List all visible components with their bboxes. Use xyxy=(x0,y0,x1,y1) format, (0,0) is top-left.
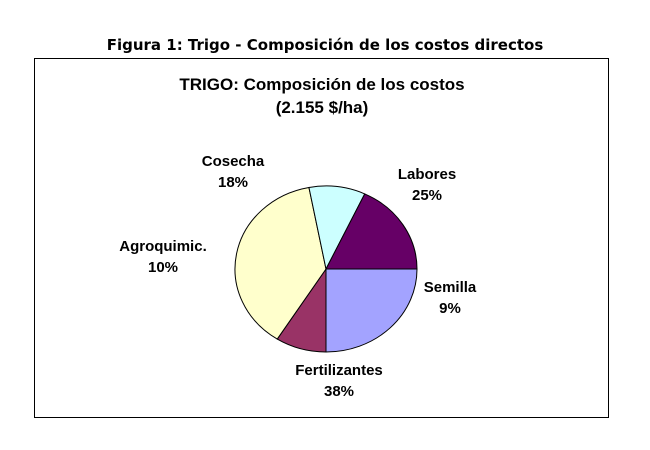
slice-label: Agroquimic. xyxy=(119,238,207,255)
slice-label: Semilla xyxy=(424,279,477,296)
pie-slice-fertilizantes xyxy=(234,186,327,340)
figure-caption: Figura 1: Trigo - Composición de los cos… xyxy=(106,36,544,54)
slice-percent-label: 18% xyxy=(218,174,248,191)
pie-slice-labores xyxy=(325,268,418,353)
slice-label: Cosecha xyxy=(202,153,265,170)
chart-title: TRIGO: Composición de los costos xyxy=(179,75,464,94)
pie-chart: TRIGO: Composición de los costos (2.155 … xyxy=(119,75,477,400)
pie-slice-cosecha xyxy=(325,193,418,270)
slice-label: Labores xyxy=(398,166,456,183)
pie-labels: Labores 25% Semilla 9% Fertilizantes 38% Agroq… xyxy=(119,153,477,400)
chart-subtitle: (2.155 $/ha) xyxy=(276,98,369,117)
slice-percent-label: 38% xyxy=(324,383,354,400)
slice-label: Fertilizantes xyxy=(295,362,383,379)
chart-frame: TRIGO: Composición de los costos (2.155 … xyxy=(34,58,609,418)
slice-percent-label: 10% xyxy=(148,259,178,276)
slice-percent-label: 9% xyxy=(439,300,461,317)
pie-slices xyxy=(234,185,418,353)
slice-percent-label: 25% xyxy=(412,187,442,204)
